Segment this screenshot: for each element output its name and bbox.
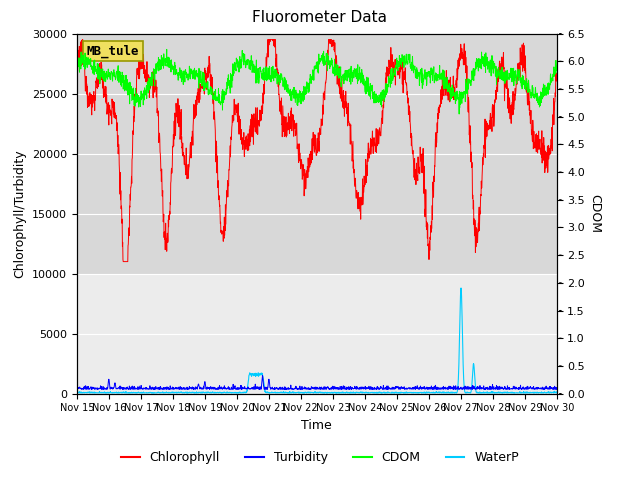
- Y-axis label: CDOM: CDOM: [589, 194, 602, 233]
- Text: MB_tule: MB_tule: [86, 44, 139, 58]
- Text: Fluorometer Data: Fluorometer Data: [253, 10, 387, 24]
- X-axis label: Time: Time: [301, 419, 332, 432]
- Legend: Chlorophyll, Turbidity, CDOM, WaterP: Chlorophyll, Turbidity, CDOM, WaterP: [116, 446, 524, 469]
- Bar: [77, 34, 557, 274]
- Y-axis label: Chlorophyll/Turbidity: Chlorophyll/Turbidity: [13, 149, 26, 278]
